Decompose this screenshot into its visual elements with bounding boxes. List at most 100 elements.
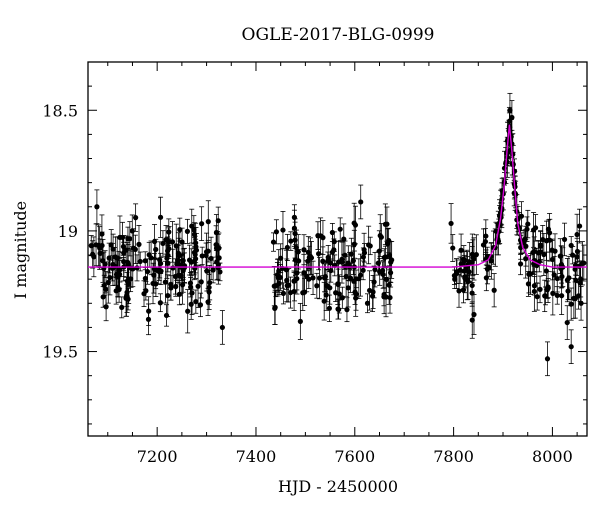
data-point bbox=[342, 252, 348, 258]
data-point bbox=[550, 290, 556, 296]
data-point bbox=[321, 298, 327, 304]
x-tick-label: 7400 bbox=[236, 447, 277, 466]
data-point bbox=[188, 301, 194, 307]
data-point bbox=[387, 294, 393, 301]
data-point bbox=[99, 231, 105, 237]
data-point bbox=[361, 250, 368, 256]
data-point bbox=[129, 228, 135, 234]
data-point bbox=[294, 270, 300, 276]
data-point bbox=[544, 356, 551, 362]
data-point bbox=[534, 294, 540, 300]
data-point bbox=[106, 255, 112, 261]
data-point bbox=[179, 239, 185, 245]
data-point bbox=[126, 281, 132, 287]
data-point bbox=[364, 300, 371, 306]
data-point bbox=[275, 272, 281, 278]
data-point bbox=[293, 244, 299, 251]
data-point bbox=[469, 290, 475, 296]
data-point bbox=[189, 290, 195, 296]
data-point bbox=[457, 267, 463, 273]
data-point bbox=[210, 267, 216, 273]
data-point bbox=[559, 273, 565, 280]
data-point bbox=[180, 257, 186, 264]
data-point bbox=[568, 301, 574, 307]
data-point bbox=[164, 255, 170, 261]
data-point bbox=[353, 291, 359, 297]
data-point bbox=[151, 238, 158, 245]
data-point bbox=[375, 260, 381, 266]
data-point bbox=[188, 284, 194, 290]
data-point bbox=[142, 258, 148, 264]
data-point bbox=[493, 228, 499, 234]
data-point bbox=[184, 228, 191, 234]
data-point bbox=[568, 344, 574, 350]
data-point bbox=[127, 276, 134, 282]
data-point bbox=[305, 258, 311, 264]
data-point bbox=[273, 229, 280, 235]
data-point bbox=[559, 293, 565, 299]
data-point bbox=[295, 249, 301, 255]
data-point bbox=[168, 285, 174, 291]
data-point bbox=[193, 240, 199, 246]
data-point bbox=[292, 237, 298, 243]
data-point bbox=[320, 258, 326, 264]
data-point bbox=[145, 316, 152, 322]
data-point bbox=[157, 257, 163, 263]
data-point bbox=[173, 243, 179, 249]
data-point bbox=[204, 268, 210, 274]
data-point bbox=[471, 256, 477, 262]
data-point bbox=[531, 288, 537, 295]
data-point bbox=[153, 246, 159, 253]
data-point bbox=[578, 276, 584, 282]
data-point bbox=[469, 317, 475, 323]
data-point bbox=[110, 246, 116, 252]
data-point bbox=[545, 226, 552, 232]
x-axis-label: HJD - 2450000 bbox=[278, 477, 398, 496]
data-point bbox=[310, 275, 316, 281]
chart-title: OGLE-2017-BLG-0999 bbox=[242, 25, 435, 45]
data-point bbox=[305, 249, 311, 255]
data-point bbox=[452, 276, 458, 282]
data-point bbox=[344, 307, 350, 313]
data-point bbox=[577, 280, 583, 286]
data-point bbox=[538, 243, 544, 249]
data-point bbox=[572, 266, 578, 272]
x-tick-label: 7200 bbox=[137, 447, 178, 466]
data-point bbox=[568, 242, 574, 249]
data-point bbox=[372, 267, 378, 273]
data-point bbox=[557, 253, 563, 259]
data-point bbox=[173, 283, 179, 290]
data-point bbox=[165, 239, 172, 245]
data-point bbox=[537, 286, 543, 292]
data-point bbox=[471, 311, 477, 318]
data-point bbox=[523, 256, 529, 262]
data-point bbox=[284, 277, 290, 283]
data-point bbox=[287, 289, 294, 296]
data-point bbox=[383, 276, 390, 283]
data-point bbox=[300, 290, 306, 296]
data-point bbox=[198, 279, 204, 285]
data-point bbox=[291, 214, 298, 220]
data-point bbox=[315, 233, 321, 239]
data-point bbox=[153, 281, 159, 287]
x-tick-label: 7800 bbox=[433, 447, 474, 466]
data-point bbox=[206, 284, 212, 291]
data-point bbox=[467, 259, 473, 265]
data-point bbox=[350, 258, 356, 264]
data-point bbox=[278, 255, 284, 261]
data-point bbox=[193, 244, 199, 250]
data-point bbox=[331, 239, 337, 245]
data-point bbox=[213, 242, 219, 248]
data-point bbox=[191, 231, 198, 238]
data-point bbox=[450, 245, 456, 251]
data-point bbox=[179, 282, 186, 288]
data-point bbox=[125, 259, 131, 265]
data-point bbox=[460, 287, 467, 293]
data-point bbox=[191, 258, 197, 264]
data-point bbox=[153, 266, 159, 272]
data-point bbox=[483, 233, 489, 239]
data-point bbox=[523, 243, 529, 249]
data-point bbox=[316, 251, 322, 257]
data-point bbox=[99, 242, 105, 249]
data-point bbox=[360, 254, 366, 260]
